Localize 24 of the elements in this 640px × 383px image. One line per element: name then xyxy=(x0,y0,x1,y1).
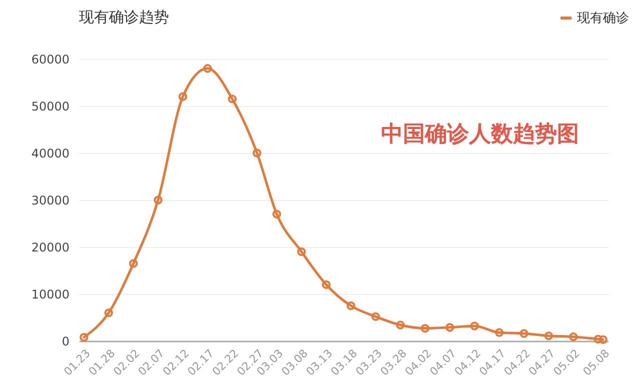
point xyxy=(420,324,430,333)
legend-label: 现有确诊 xyxy=(577,11,629,26)
point xyxy=(396,320,405,330)
point xyxy=(228,94,237,104)
point xyxy=(178,92,188,101)
point xyxy=(569,332,578,342)
chart-title: 现有确诊趋势 xyxy=(79,8,169,26)
y-tick-label: 30000 xyxy=(31,194,70,208)
y-tick-label: 60000 xyxy=(31,52,70,66)
point xyxy=(470,322,479,330)
y-tick-label: 50000 xyxy=(31,100,70,114)
y-tick-label: 0 xyxy=(62,334,70,348)
point xyxy=(129,259,138,268)
point xyxy=(494,328,504,337)
y-tick-label: 40000 xyxy=(31,146,70,160)
y-tick-label: 10000 xyxy=(31,288,70,302)
point xyxy=(203,64,212,73)
point xyxy=(445,323,454,332)
annotation: 中国确诊人数趋势图 xyxy=(381,122,579,147)
point xyxy=(520,329,528,338)
point xyxy=(154,196,162,204)
point xyxy=(544,331,554,340)
y-tick-label: 20000 xyxy=(31,240,70,254)
point xyxy=(104,308,114,318)
